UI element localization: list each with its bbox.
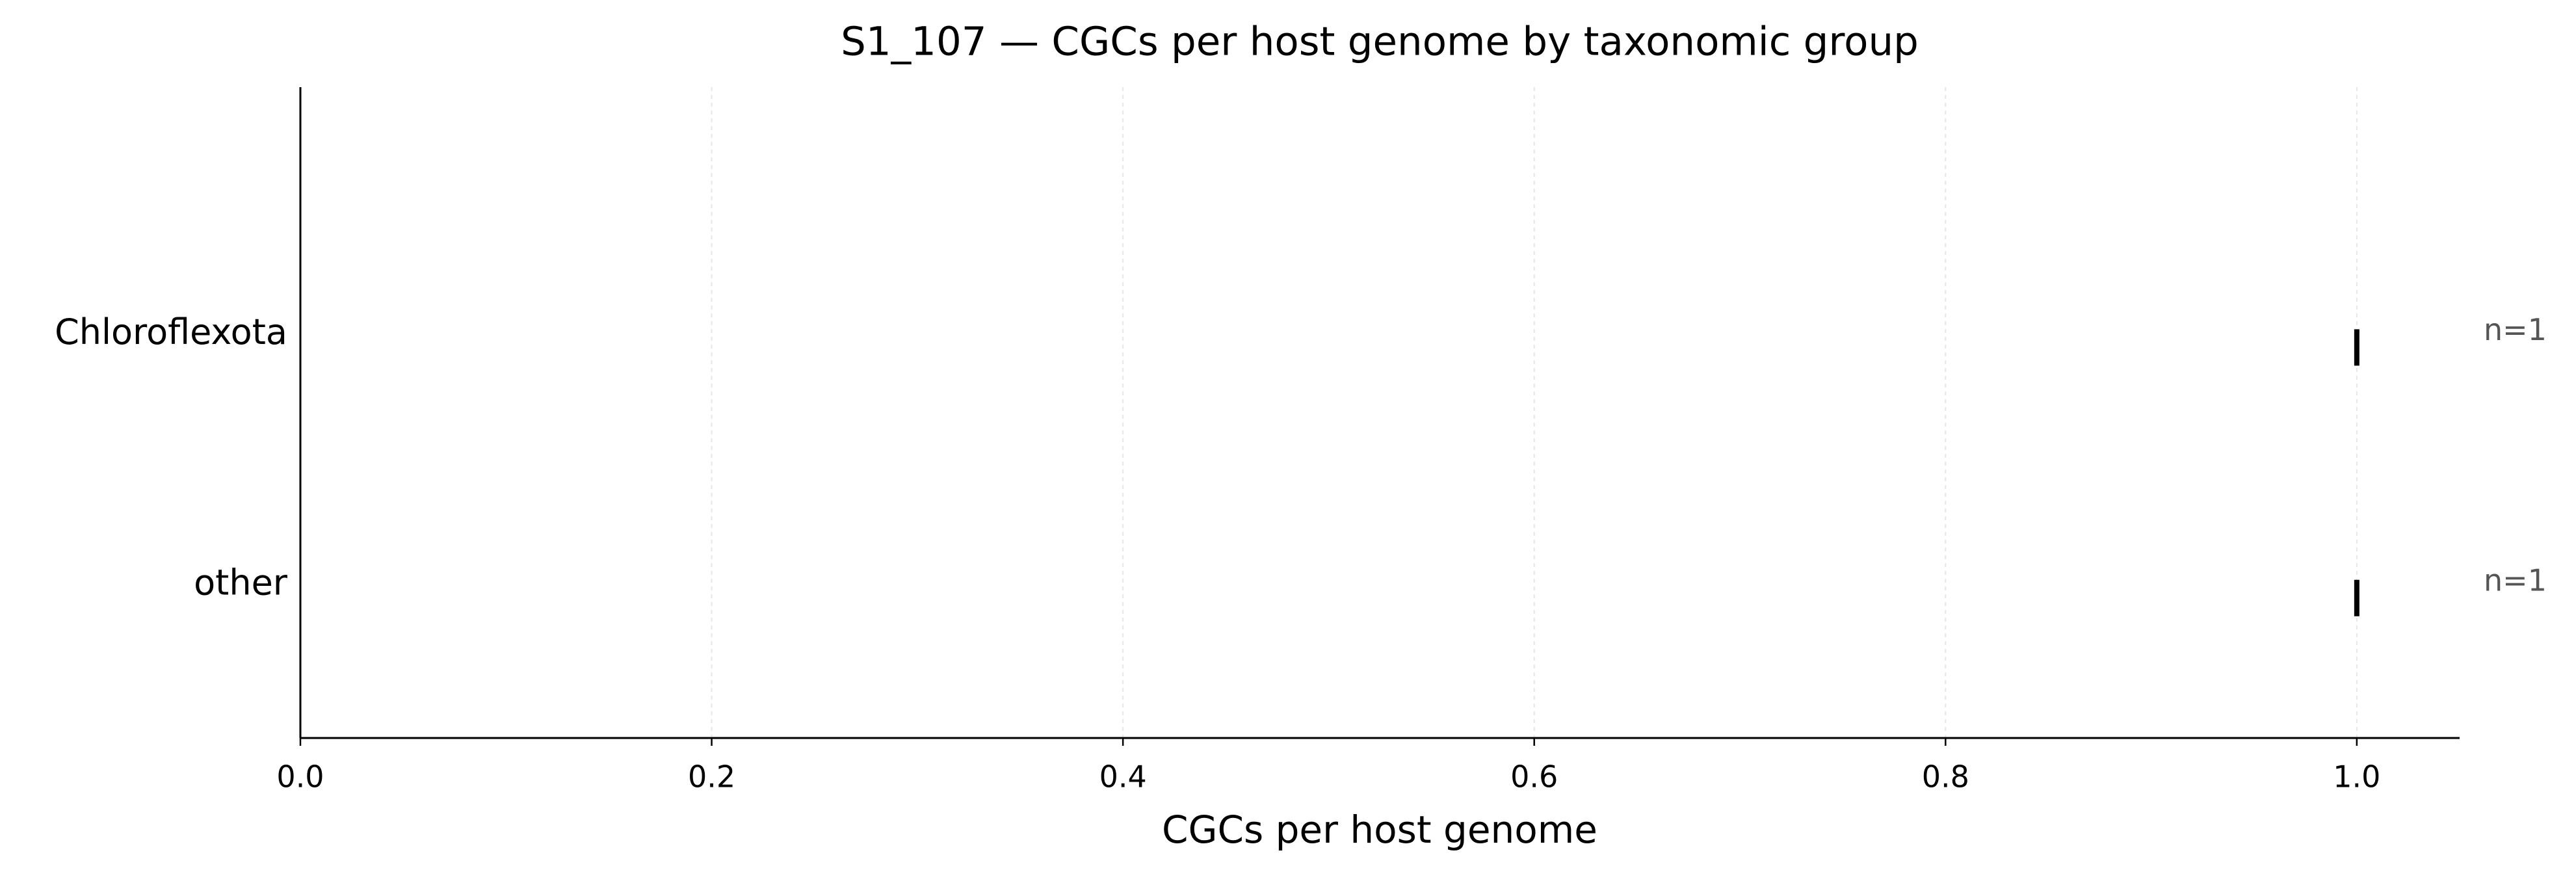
x-tick-label: 0.4 [1099, 759, 1147, 795]
x-tick-label: 0.6 [1510, 759, 1558, 795]
x-tick-label: 0.2 [688, 759, 735, 795]
x-axis-label: CGCs per host genome [1162, 808, 1597, 852]
y-tick-label: Chloroflexota [55, 311, 287, 352]
annotation: n=1 [2484, 562, 2547, 598]
x-tick-label: 0.0 [276, 759, 324, 795]
annotation: n=1 [2484, 312, 2547, 347]
x-tick-label: 1.0 [2333, 759, 2380, 795]
y-tick-label: other [194, 562, 288, 603]
x-tick-label: 0.8 [1922, 759, 1969, 795]
chart-title: S1_107 — CGCs per host genome by taxonom… [841, 19, 1919, 65]
